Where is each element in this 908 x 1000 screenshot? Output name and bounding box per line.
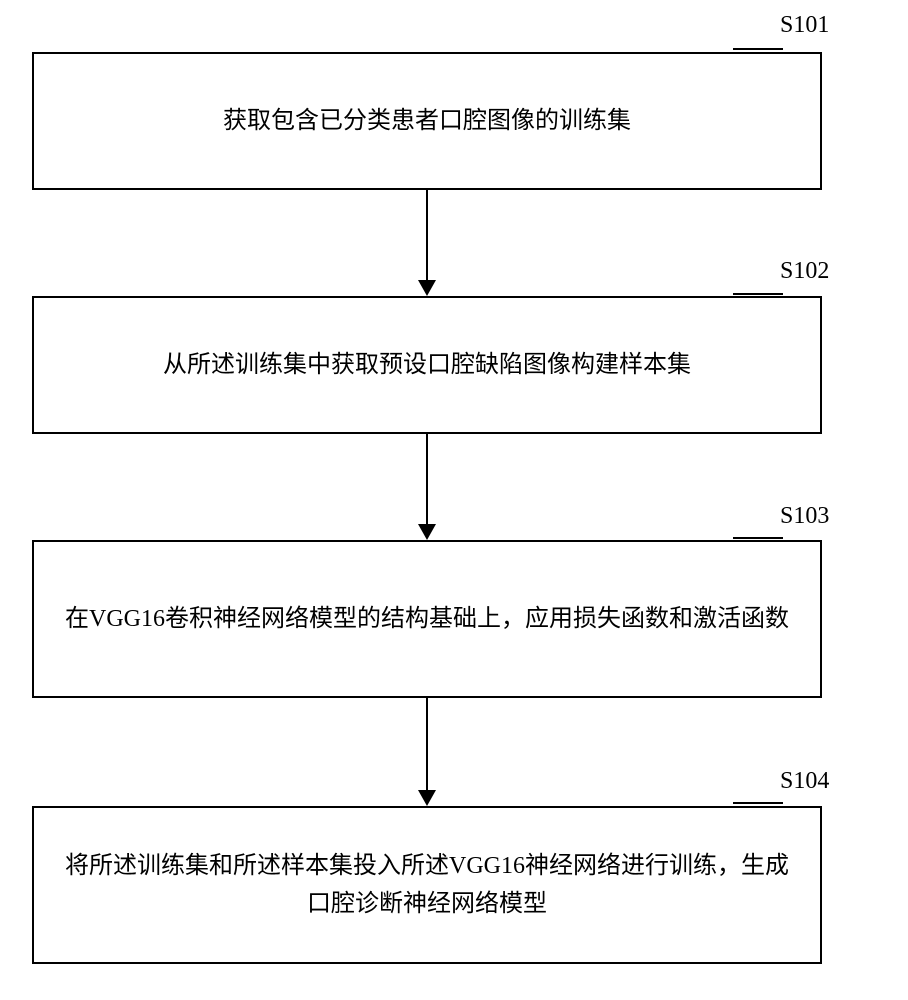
step-label-s104: S104 [780,768,829,795]
step-label-s101: S101 [780,12,829,39]
step-label-s103: S103 [780,503,829,530]
step-text-s104: 将所述训练集和所述样本集投入所述VGG16神经网络进行训练，生成口腔诊断神经网络… [54,847,800,924]
step-text-s103: 在VGG16卷积神经网络模型的结构基础上，应用损失函数和激活函数 [65,600,789,638]
flowchart-container: S101 获取包含已分类患者口腔图像的训练集 S102 从所述训练集中获取预设口… [0,0,908,1000]
connector-s103 [733,537,783,539]
connector-s104 [733,802,783,804]
connector-s102 [733,293,783,295]
arrow-1 [418,190,436,296]
arrow-3 [418,698,436,806]
step-box-s101: 获取包含已分类患者口腔图像的训练集 [32,52,822,190]
step-label-s102: S102 [780,258,829,285]
step-box-s103: 在VGG16卷积神经网络模型的结构基础上，应用损失函数和激活函数 [32,540,822,698]
connector-s101 [733,48,783,50]
step-text-s101: 获取包含已分类患者口腔图像的训练集 [223,102,631,140]
step-box-s102: 从所述训练集中获取预设口腔缺陷图像构建样本集 [32,296,822,434]
step-text-s102: 从所述训练集中获取预设口腔缺陷图像构建样本集 [163,346,691,384]
step-box-s104: 将所述训练集和所述样本集投入所述VGG16神经网络进行训练，生成口腔诊断神经网络… [32,806,822,964]
arrow-2 [418,434,436,540]
